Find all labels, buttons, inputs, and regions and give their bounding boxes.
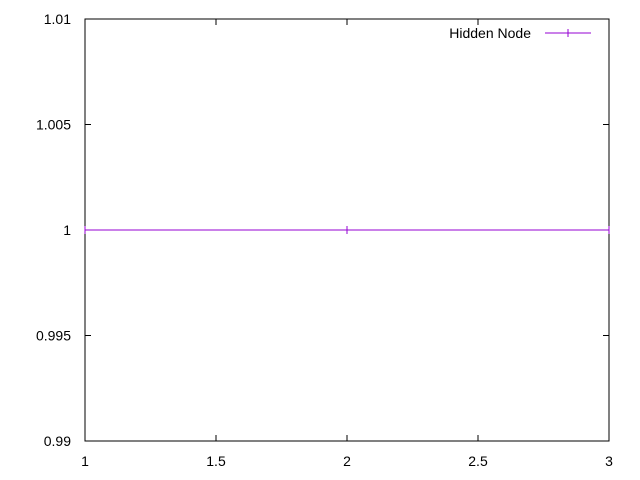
y-tick-label: 1 [63, 222, 71, 238]
series-layer [84, 226, 610, 234]
y-tick-label: 0.995 [36, 328, 71, 344]
x-tick-label: 1 [81, 453, 89, 469]
x-tick-label: 1.5 [206, 453, 226, 469]
x-tick-label: 2.5 [468, 453, 488, 469]
y-tick-label: 0.99 [44, 433, 71, 449]
x-axis-ticks: 1 1.5 2 2.5 3 [81, 19, 613, 469]
x-tick-label: 3 [605, 453, 613, 469]
y-tick-label: 1.01 [44, 11, 71, 27]
x-tick-label: 2 [343, 453, 351, 469]
y-axis-ticks: 0.99 0.995 1 1.005 1.01 [36, 11, 609, 449]
y-tick-label: 1.005 [36, 117, 71, 133]
legend: Hidden Node [449, 25, 591, 41]
legend-label: Hidden Node [449, 25, 531, 41]
